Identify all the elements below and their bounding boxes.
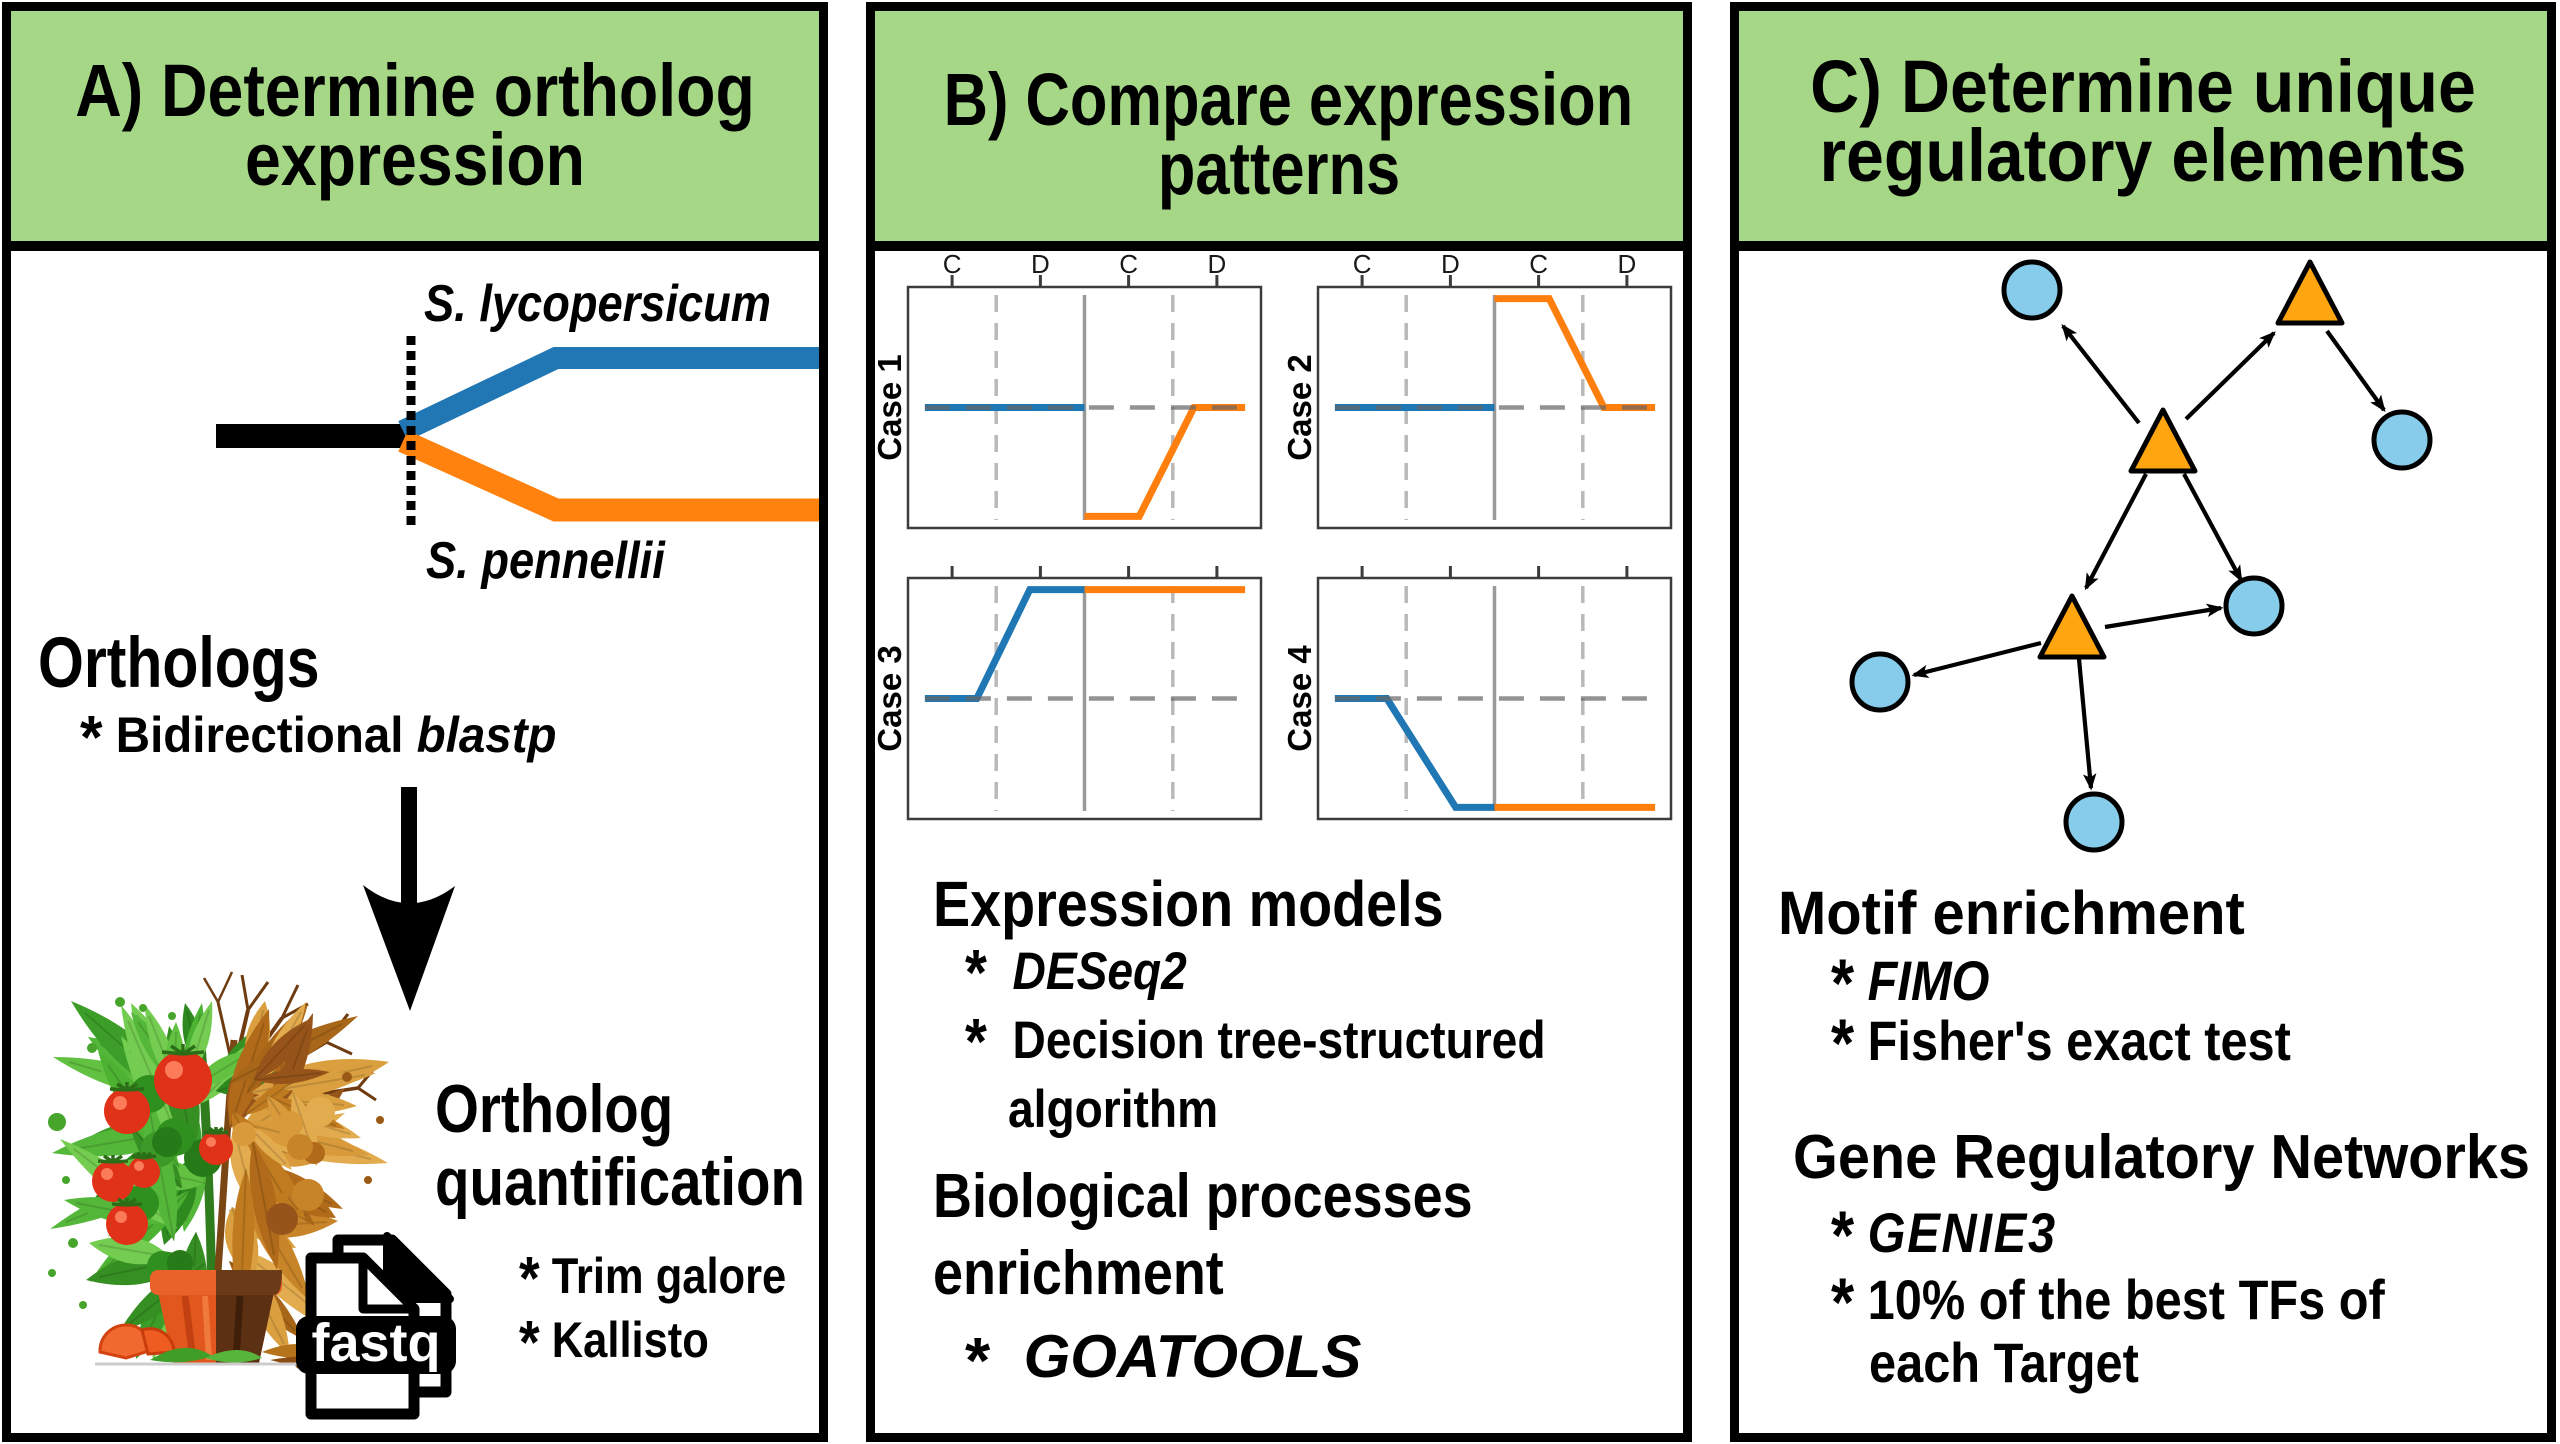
svg-text:C: C <box>1119 249 1138 279</box>
svg-text:D: D <box>1441 249 1460 279</box>
svg-text:Case 1: Case 1 <box>871 354 908 460</box>
svg-text:C: C <box>1353 249 1372 279</box>
svg-text:Case 2: Case 2 <box>1281 354 1318 460</box>
svg-text:fastq: fastq <box>311 1313 440 1373</box>
svg-text:D: D <box>1208 249 1227 279</box>
svg-text:D: D <box>1618 249 1637 279</box>
svg-text:Case 3: Case 3 <box>871 645 908 751</box>
svg-text:D: D <box>1031 249 1050 279</box>
svg-text:Case 4: Case 4 <box>1281 645 1318 752</box>
svg-text:C: C <box>943 249 962 279</box>
svg-text:C: C <box>1529 249 1548 279</box>
